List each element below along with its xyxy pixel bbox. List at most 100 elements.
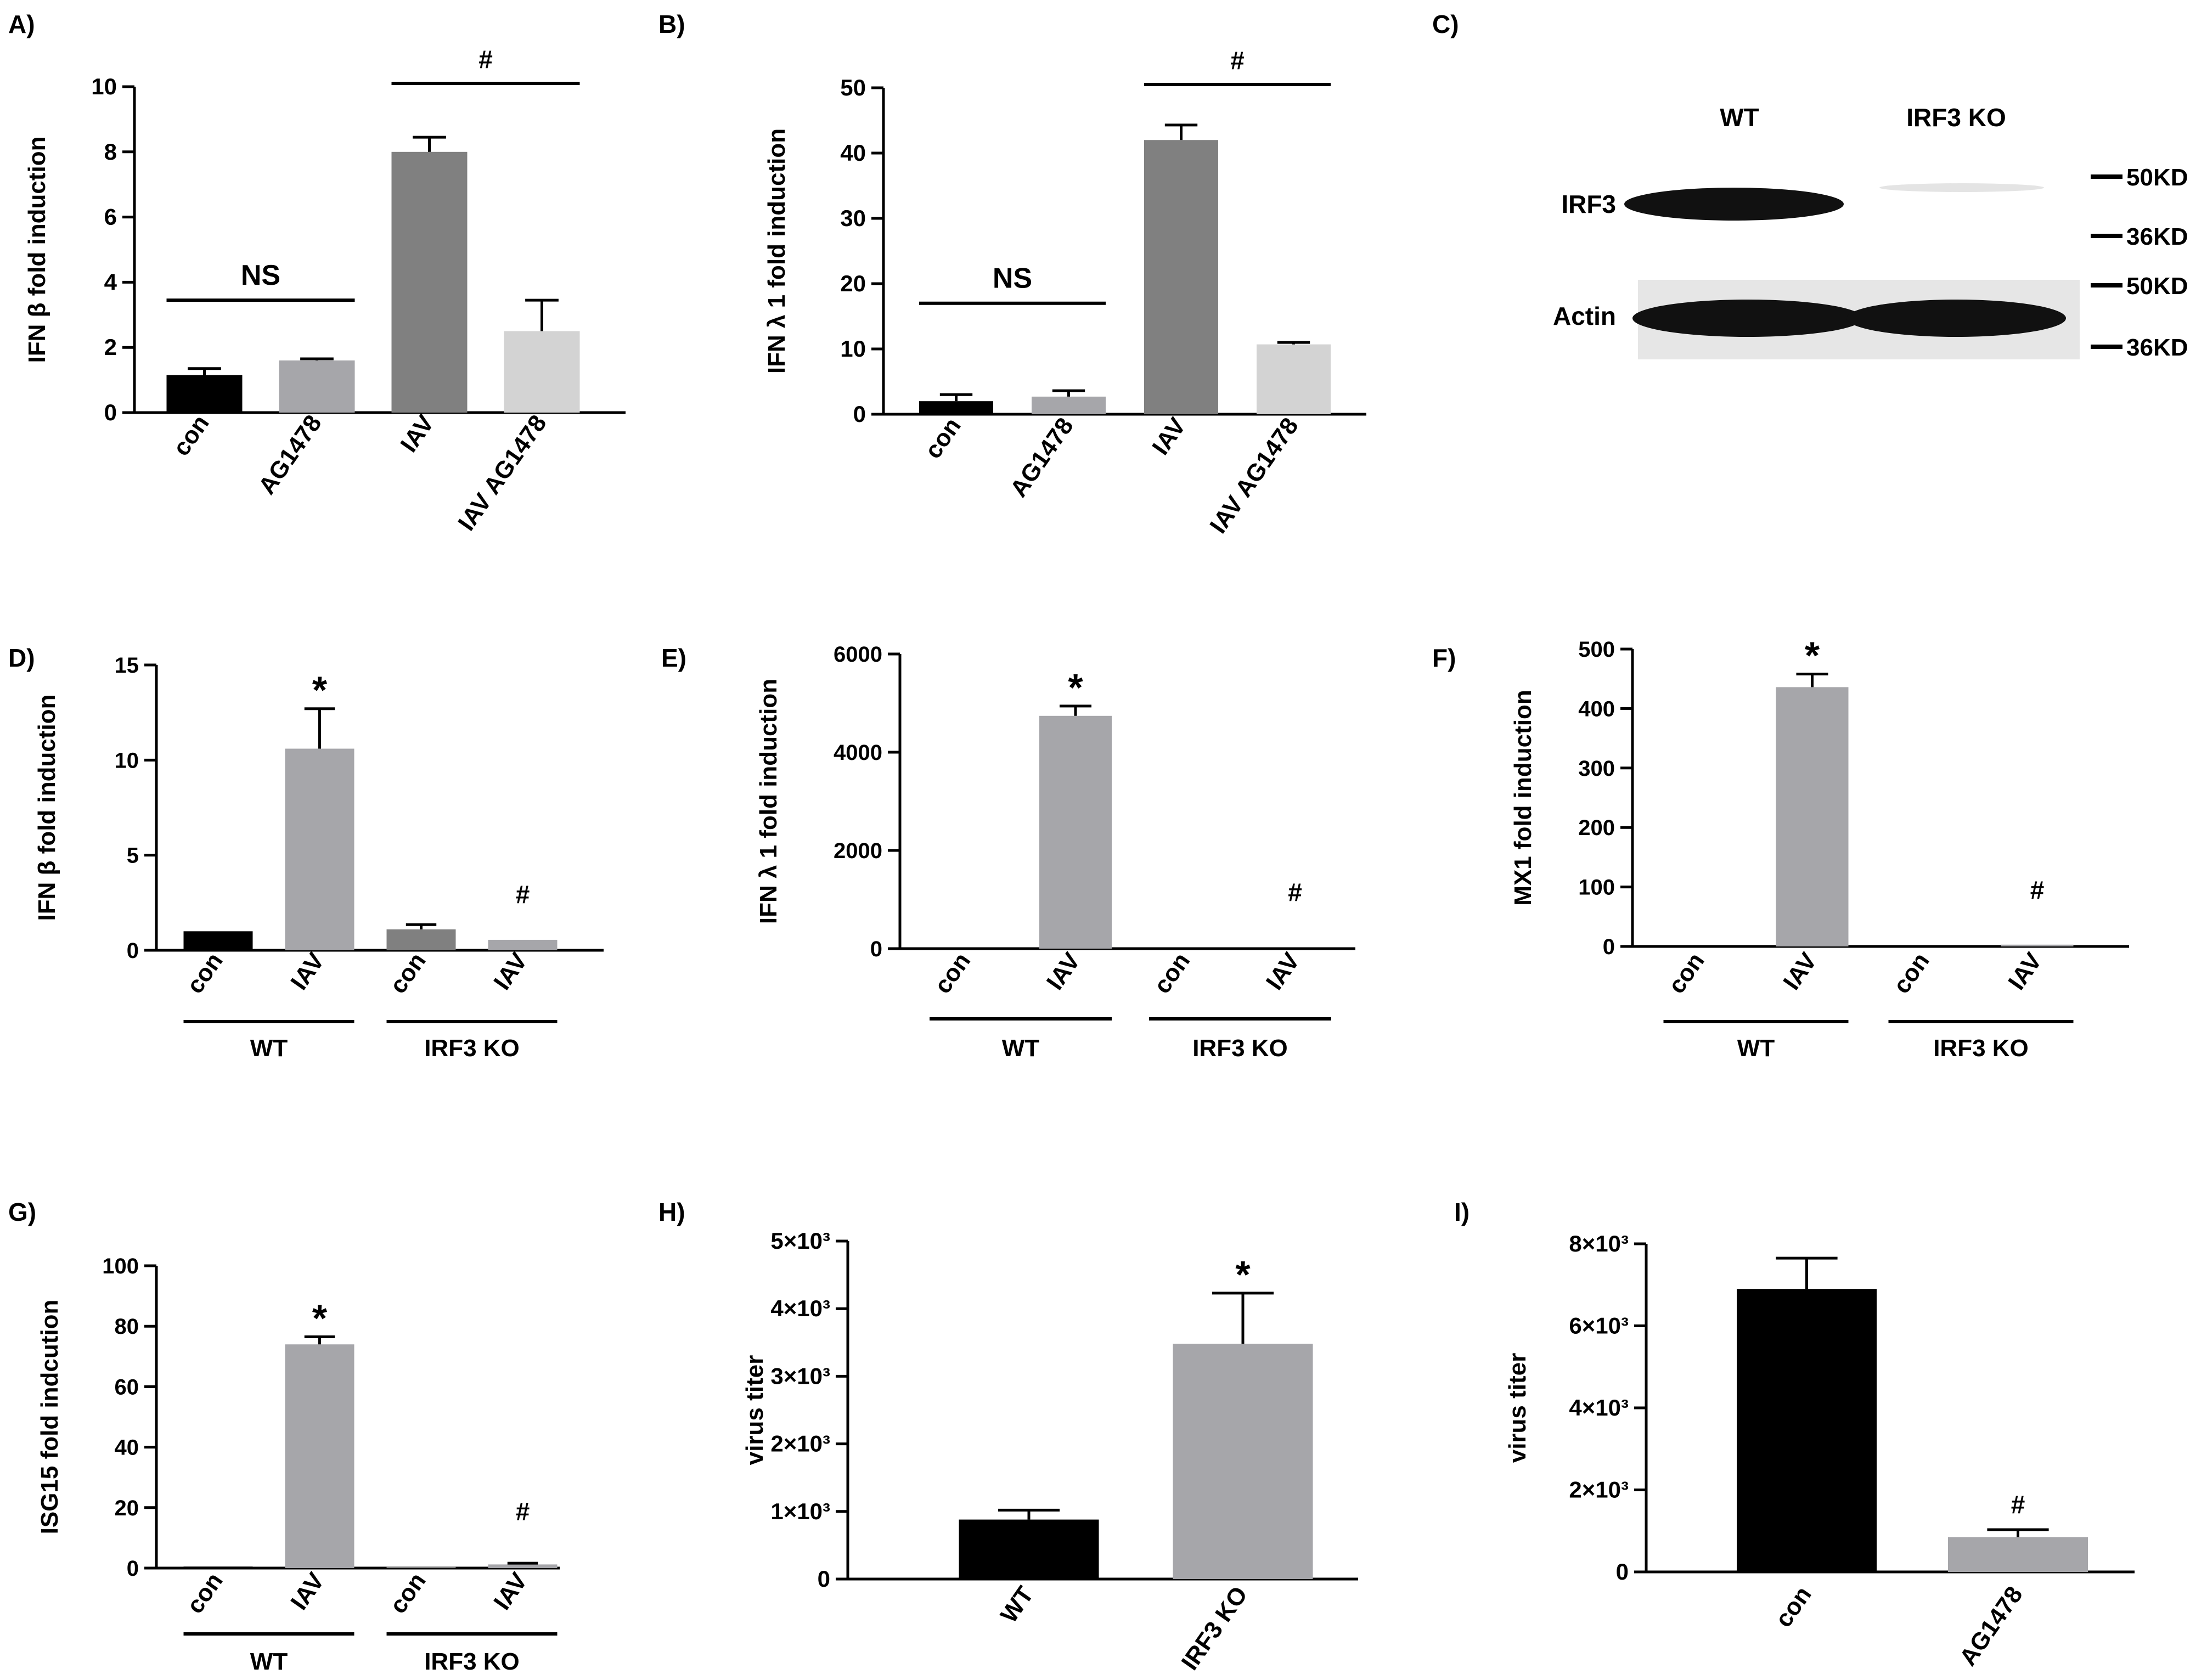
y-tick-label: 8	[104, 139, 117, 165]
panel-label: D)	[8, 644, 35, 672]
y-tick-label: 10	[840, 336, 866, 362]
category-label: IAV	[395, 410, 440, 457]
bar	[488, 1564, 558, 1568]
actin-band-ko	[1846, 300, 2066, 337]
size-marker-label: 36KD	[2126, 334, 2188, 361]
category-label: IAV	[1147, 413, 1191, 460]
y-tick-label: 20	[115, 1496, 139, 1520]
y-tick-label: 0	[104, 399, 117, 425]
significance-marker: #	[516, 880, 530, 909]
size-marker-label: 36KD	[2126, 223, 2188, 250]
y-axis-label: IFN β fold induction	[24, 137, 50, 363]
category-label: IAV	[1778, 948, 1822, 995]
category-label: IAV	[1261, 948, 1305, 995]
y-tick-label: 100	[102, 1254, 139, 1278]
y-tick-label: 30	[840, 205, 866, 231]
category-label: con	[1148, 948, 1195, 999]
y-tick-label: 2×10³	[770, 1431, 830, 1457]
bar	[2001, 944, 2074, 946]
y-tick-label: 5×10³	[770, 1228, 830, 1254]
y-tick-label: 3×10³	[770, 1363, 830, 1389]
category-label: IAV AG1478	[1204, 413, 1303, 538]
category-label: IAV	[488, 948, 533, 995]
panel-label: C)	[1432, 10, 1459, 38]
category-label: AG1478	[1955, 1582, 2028, 1671]
bar	[919, 401, 993, 414]
significance-marker: *	[1805, 634, 1820, 677]
y-tick-label: 15	[115, 653, 139, 678]
group-label: IRF3 KO	[1192, 1035, 1288, 1062]
y-tick-label: 100	[1578, 876, 1615, 900]
y-tick-label: 4×10³	[1569, 1395, 1629, 1420]
category-label: IRF3 KO	[1176, 1582, 1253, 1675]
bar	[1039, 715, 1112, 949]
significance-marker: #	[2030, 876, 2045, 904]
significance-marker: *	[1235, 1253, 1251, 1296]
significance-marker: *	[312, 669, 328, 712]
group-label: WT	[1002, 1035, 1040, 1062]
comparison-label: NS	[241, 260, 280, 291]
y-axis-label: IFN λ 1 fold induction	[763, 128, 790, 374]
category-label: con	[929, 948, 976, 999]
actin-band-wt	[1632, 300, 1863, 337]
y-tick-label: 0	[853, 401, 866, 427]
y-axis-label: IFN β fold induction	[33, 695, 60, 921]
comparison-label: #	[1230, 46, 1245, 75]
bar	[1144, 140, 1218, 414]
bar	[183, 931, 253, 950]
group-label: IRF3 KO	[1933, 1035, 2029, 1062]
bar	[959, 1519, 1099, 1579]
category-label: con	[1663, 948, 1710, 999]
bar	[386, 929, 456, 950]
y-tick-label: 0	[127, 939, 139, 963]
group-label: WT	[250, 1648, 288, 1675]
row-label: Actin	[1553, 302, 1616, 330]
bar	[1173, 1344, 1313, 1579]
y-tick-label: 4	[104, 269, 117, 295]
group-label: IRF3 KO	[424, 1035, 520, 1062]
group-label: IRF3 KO	[424, 1648, 520, 1675]
significance-marker: #	[1288, 878, 1302, 906]
row-label: IRF3	[1561, 190, 1616, 218]
bar	[1737, 1289, 1877, 1572]
category-label: IAV AG1478	[453, 410, 551, 535]
category-label: con	[385, 948, 431, 999]
bar	[1948, 1537, 2088, 1572]
y-tick-label: 80	[115, 1315, 139, 1339]
y-axis-label: MX1 fold induction	[1510, 690, 1536, 906]
y-axis-label: virus titer	[1504, 1353, 1531, 1463]
category-label: con	[385, 1568, 431, 1619]
bar	[166, 375, 243, 413]
y-tick-label: 0	[1616, 1559, 1629, 1585]
y-tick-label: 1×10³	[770, 1498, 830, 1524]
size-marker-label: 50KD	[2126, 273, 2188, 300]
category-label: con	[182, 1568, 228, 1619]
bar	[285, 748, 354, 950]
group-label: WT	[1737, 1035, 1775, 1062]
bar	[285, 1344, 354, 1568]
category-label: IAV	[1041, 948, 1086, 995]
y-tick-label: 40	[840, 140, 866, 166]
bar	[488, 939, 558, 950]
y-tick-label: 0	[127, 1557, 139, 1581]
category-label: con	[1888, 948, 1935, 999]
category-label: con	[168, 410, 215, 461]
category-label: AG1478	[1005, 413, 1079, 502]
category-label: IAV	[285, 1568, 330, 1615]
category-label: WT	[995, 1582, 1039, 1628]
y-axis-label: IFN λ 1 fold induction	[755, 679, 782, 924]
irf3-band-wt	[1624, 188, 1844, 221]
y-tick-label: 4×10³	[770, 1295, 830, 1321]
y-tick-label: 6	[104, 204, 117, 230]
size-marker-label: 50KD	[2126, 164, 2188, 191]
bar	[391, 151, 468, 413]
category-label: con	[920, 413, 966, 464]
y-tick-label: 0	[870, 937, 882, 961]
panel-label: B)	[658, 10, 685, 38]
significance-marker: *	[1068, 666, 1083, 709]
bar	[504, 331, 580, 413]
y-tick-label: 4000	[834, 741, 882, 765]
y-tick-label: 2	[104, 334, 117, 360]
irf3-band-ko	[1879, 183, 2044, 192]
